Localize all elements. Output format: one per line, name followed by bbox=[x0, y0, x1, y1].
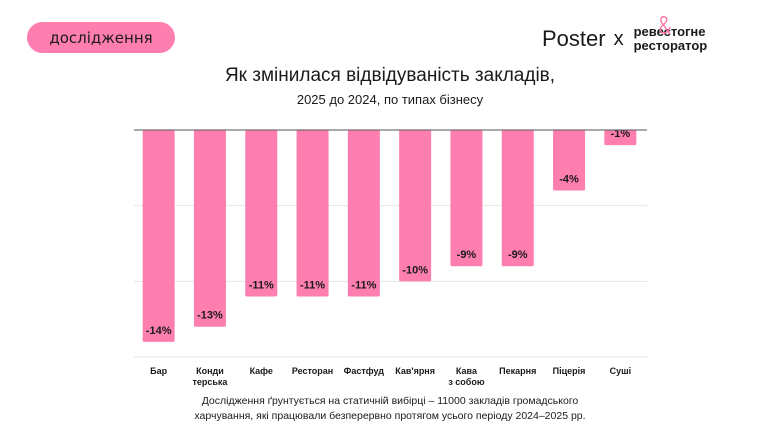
x-tick-label: Суші bbox=[610, 366, 632, 376]
x-tick-label: Пекарня bbox=[499, 366, 536, 376]
x-tick-label: Кава bbox=[456, 366, 478, 376]
bar bbox=[347, 130, 380, 297]
logo-separator: x bbox=[613, 27, 624, 50]
bar bbox=[245, 130, 278, 297]
data-label: -14% bbox=[146, 325, 172, 337]
bar bbox=[450, 130, 483, 267]
data-label: -10% bbox=[402, 264, 428, 276]
x-tick-label: терська bbox=[192, 377, 228, 387]
x-tick-label: Піцерія bbox=[553, 366, 586, 376]
x-tick-label: з собою bbox=[448, 377, 485, 387]
x-tick-label: Кав'ярня bbox=[395, 366, 435, 376]
data-label: -11% bbox=[249, 279, 274, 291]
footnote-line1: Дослідження ґрунтується на статичній виб… bbox=[201, 395, 579, 407]
chart-subtitle: 2025 до 2024, по типах бізнесу bbox=[296, 92, 484, 107]
x-tick-label: Ресторан bbox=[292, 366, 333, 376]
bar bbox=[604, 130, 637, 146]
data-label: -1% bbox=[611, 128, 631, 140]
partner-logo: ревестогне ресторатор bbox=[633, 16, 708, 53]
x-tick-label: Бар bbox=[150, 366, 167, 376]
bar bbox=[501, 130, 534, 267]
data-label: -4% bbox=[559, 174, 579, 186]
poster-logo: Poster bbox=[542, 26, 606, 51]
data-label: -9% bbox=[508, 249, 528, 261]
bar bbox=[399, 130, 432, 282]
bar bbox=[296, 130, 329, 297]
logo: Poster x ревестогне ресторатор bbox=[542, 16, 708, 53]
bar bbox=[193, 130, 226, 327]
footnote: Дослідження ґрунтується на статичній виб… bbox=[0, 394, 780, 424]
data-label: -13% bbox=[197, 310, 223, 322]
footnote-line2: харчування, які працювали безперервно пр… bbox=[194, 410, 586, 422]
x-tick-label: Кафе bbox=[250, 366, 273, 376]
data-label: -11% bbox=[300, 279, 325, 291]
bar bbox=[142, 130, 175, 342]
chart-title: Як змінилася відвідуваність закладів, bbox=[224, 65, 556, 86]
x-tick-label: Конди bbox=[196, 366, 224, 376]
data-label: -9% bbox=[457, 249, 477, 261]
ampersand-mark-icon bbox=[659, 16, 671, 35]
bar bbox=[553, 130, 586, 191]
research-badge: дослідження bbox=[27, 22, 175, 53]
partner-line1: ревестогне bbox=[633, 24, 706, 39]
data-label: -11% bbox=[351, 279, 376, 291]
x-tick-label: Фастфуд bbox=[344, 366, 385, 376]
partner-line2: ресторатор bbox=[633, 38, 708, 53]
